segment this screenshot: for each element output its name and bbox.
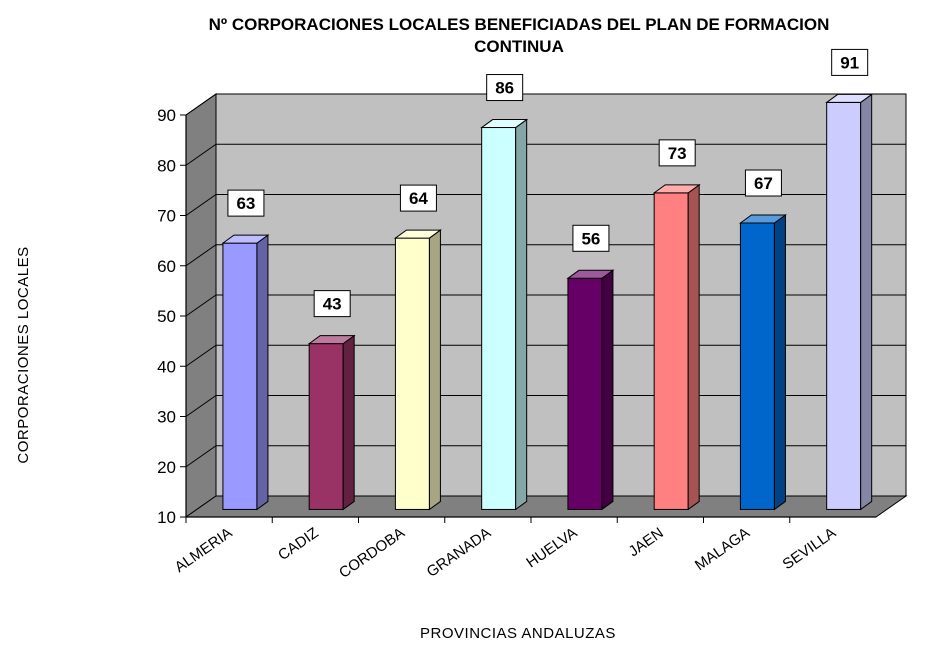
y-tick-label: 90: [157, 106, 176, 125]
bar-side-jaen: [687, 183, 700, 511]
y-axis-label: CORPORACIONES LOCALES: [15, 246, 32, 463]
gridline: [185, 93, 906, 116]
bar-top-granada: [480, 119, 529, 129]
x-category-label: MALAGA: [692, 524, 753, 574]
data-label-box: [486, 74, 524, 102]
bar-granada: [481, 127, 517, 510]
bar-top-malaga: [738, 214, 787, 224]
data-label-box: [658, 139, 696, 167]
floor: [184, 495, 908, 518]
bar-huelva: [567, 277, 603, 510]
x-axis-label: PROVINCIAS ANDALUZAS: [420, 625, 616, 642]
bar-top-jaen: [652, 184, 701, 194]
x-category-label: CADIZ: [275, 524, 322, 564]
data-label-box: [831, 48, 869, 76]
data-label-box: [313, 290, 351, 318]
bar-jaen: [653, 192, 689, 510]
y-tick-label: 10: [157, 508, 176, 527]
chart-walls: [184, 93, 908, 518]
data-label: 63: [236, 194, 255, 213]
y-tick-label: 50: [157, 307, 176, 326]
data-labels: 63 43 64 86 56 73 67 91: [227, 48, 869, 318]
bar-top-almeria: [221, 234, 270, 244]
bar-almeria: [222, 242, 258, 510]
chart-title-line2: CONTINUA: [474, 37, 564, 56]
data-label: 43: [323, 295, 342, 314]
data-label-box: [399, 184, 437, 212]
x-category-label: ALMERIA: [172, 524, 236, 576]
bar-malaga: [739, 222, 775, 510]
x-category-label: HUELVA: [523, 524, 580, 571]
data-label: 64: [409, 189, 428, 208]
bar-side-granada: [515, 118, 528, 511]
bar-side-huelva: [601, 269, 614, 511]
y-tick-label: 60: [157, 257, 176, 276]
bar-top-huelva: [566, 269, 615, 279]
bar-side-cadiz: [342, 334, 355, 511]
y-tick-label: 80: [157, 156, 176, 175]
y-tick-label: 30: [157, 408, 176, 427]
data-label-box: [227, 189, 265, 217]
bar-cadiz: [308, 343, 344, 510]
data-label: 86: [495, 79, 514, 98]
data-label: 67: [754, 174, 773, 193]
bar-sevilla: [826, 101, 862, 510]
data-label: 56: [581, 229, 600, 248]
chart-title-line1: Nº CORPORACIONES LOCALES BENEFICIADAS DE…: [209, 15, 830, 34]
bar-top-cordoba: [393, 229, 442, 239]
data-label-box: [572, 224, 610, 252]
x-category-label: SEVILLA: [780, 524, 840, 573]
bar-side-malaga: [773, 214, 786, 511]
bar-top-sevilla: [825, 93, 874, 103]
bar-side-sevilla: [860, 93, 873, 511]
bar-side-cordoba: [428, 229, 441, 511]
y-tick-label: 40: [157, 357, 176, 376]
bars: [221, 93, 874, 511]
data-label: 73: [668, 144, 687, 163]
bar-side-almeria: [256, 234, 269, 511]
y-tick-label: 70: [157, 207, 176, 226]
x-category-label: CORDOBA: [336, 524, 408, 581]
bar-cordoba: [394, 237, 430, 510]
data-label: 91: [840, 53, 859, 72]
y-tick-label: 20: [157, 458, 176, 477]
x-category-label: GRANADA: [424, 524, 495, 580]
bar-top-cadiz: [307, 335, 356, 345]
data-label-box: [744, 169, 782, 197]
x-category-label: JAEN: [626, 524, 667, 560]
